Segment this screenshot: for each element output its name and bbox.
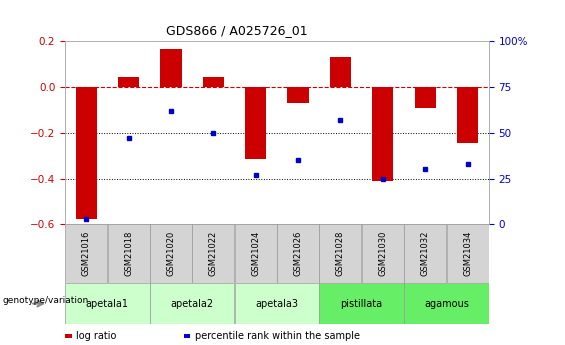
Bar (330, 57, 351, 87)
Bar (150, 283, 234, 324)
Text: GSM21032: GSM21032 (421, 231, 429, 276)
Bar (107, 224, 150, 283)
Bar (192, 224, 234, 283)
Bar (65, 283, 150, 324)
Text: GSM21022: GSM21022 (209, 231, 218, 276)
Bar (203, 77, 224, 87)
Bar (404, 283, 489, 324)
Bar (319, 283, 404, 324)
Bar (404, 224, 446, 283)
Bar (277, 224, 319, 283)
Bar (118, 77, 139, 87)
Text: percentile rank within the sample: percentile rank within the sample (195, 332, 360, 341)
Text: apetala3: apetala3 (255, 299, 298, 308)
Text: GSM21028: GSM21028 (336, 231, 345, 276)
Text: GSM21026: GSM21026 (294, 231, 302, 276)
Text: apetala2: apetala2 (171, 299, 214, 308)
Text: GDS866 / A025726_01: GDS866 / A025726_01 (167, 24, 308, 37)
Text: agamous: agamous (424, 299, 469, 308)
Text: pistillata: pistillata (341, 299, 383, 308)
Text: GSM21030: GSM21030 (379, 231, 387, 276)
Bar (160, 49, 181, 87)
Bar (372, 87, 393, 181)
Text: GSM21034: GSM21034 (463, 231, 472, 276)
Bar (150, 224, 192, 283)
Bar (245, 87, 266, 159)
Bar (362, 224, 404, 283)
Bar (319, 224, 362, 283)
Text: genotype/variation: genotype/variation (3, 296, 89, 305)
Bar (446, 224, 489, 283)
Text: apetala1: apetala1 (86, 299, 129, 308)
Bar (415, 87, 436, 108)
Bar (65, 224, 107, 283)
Bar (288, 87, 308, 103)
Bar (234, 283, 319, 324)
Text: GSM21024: GSM21024 (251, 231, 260, 276)
Bar (457, 87, 478, 143)
Text: GSM21018: GSM21018 (124, 231, 133, 276)
Text: GSM21020: GSM21020 (167, 231, 175, 276)
Text: GSM21016: GSM21016 (82, 231, 90, 276)
Bar (234, 224, 277, 283)
Text: log ratio: log ratio (76, 332, 116, 341)
Bar (76, 87, 97, 218)
